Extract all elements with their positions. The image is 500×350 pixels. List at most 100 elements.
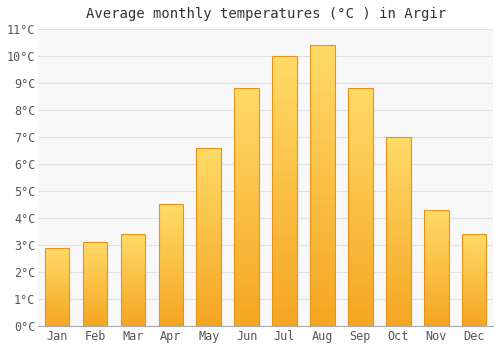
Bar [45, 250, 70, 253]
Bar [348, 191, 372, 199]
Bar [424, 222, 448, 225]
Bar [462, 274, 486, 277]
Bar [120, 274, 146, 277]
Bar [424, 260, 448, 264]
Bar [196, 272, 221, 278]
Bar [310, 242, 335, 251]
Bar [348, 278, 372, 286]
Bar [45, 248, 70, 250]
Bar [386, 288, 410, 294]
Bar [272, 56, 297, 65]
Bar [120, 246, 146, 250]
Bar [83, 248, 108, 251]
Bar [45, 256, 70, 258]
Bar [45, 266, 70, 268]
Bar [462, 314, 486, 317]
Bar [386, 168, 410, 175]
Bar [120, 320, 146, 323]
Bar [462, 286, 486, 289]
Bar [83, 306, 108, 309]
Bar [348, 271, 372, 278]
Bar [424, 279, 448, 284]
Bar [158, 217, 183, 220]
Bar [462, 259, 486, 262]
Bar [120, 252, 146, 256]
Bar [45, 315, 70, 318]
Bar [45, 302, 70, 305]
Bar [45, 308, 70, 310]
Bar [45, 300, 70, 302]
Bar [386, 238, 410, 244]
Bar [120, 259, 146, 262]
Bar [386, 301, 410, 307]
Bar [158, 314, 183, 318]
Bar [158, 298, 183, 302]
Bar [348, 120, 372, 128]
Bar [83, 320, 108, 323]
Bar [462, 237, 486, 240]
Bar [310, 139, 335, 148]
Bar [196, 207, 221, 213]
Bar [424, 214, 448, 218]
Bar [424, 233, 448, 237]
Bar [424, 229, 448, 233]
Bar [83, 279, 108, 281]
Bar [272, 200, 297, 209]
Bar [234, 168, 259, 175]
Bar [158, 306, 183, 310]
Bar [196, 148, 221, 154]
Bar [45, 310, 70, 313]
Bar [424, 272, 448, 275]
Bar [196, 160, 221, 166]
Bar [424, 237, 448, 241]
Bar [310, 120, 335, 130]
Bar [234, 136, 259, 144]
Bar [196, 290, 221, 296]
Bar [196, 255, 221, 261]
Bar [83, 256, 108, 259]
Bar [45, 248, 70, 326]
Bar [196, 243, 221, 249]
Bar [386, 231, 410, 238]
Bar [158, 253, 183, 257]
Bar [310, 251, 335, 260]
Bar [120, 256, 146, 259]
Bar [83, 284, 108, 287]
Bar [310, 298, 335, 307]
Bar [234, 215, 259, 223]
Bar [348, 168, 372, 175]
Bar [158, 285, 183, 289]
Bar [120, 265, 146, 268]
Bar [462, 298, 486, 301]
Bar [310, 316, 335, 326]
Bar [196, 320, 221, 326]
Bar [272, 254, 297, 263]
Bar [158, 220, 183, 225]
Bar [234, 231, 259, 239]
Bar [120, 308, 146, 310]
Bar [272, 290, 297, 299]
Bar [348, 199, 372, 207]
Bar [234, 89, 259, 96]
Bar [348, 89, 372, 96]
Bar [424, 303, 448, 307]
Bar [462, 246, 486, 250]
Bar [462, 262, 486, 265]
Bar [310, 111, 335, 120]
Bar [386, 250, 410, 257]
Bar [348, 294, 372, 302]
Bar [83, 259, 108, 262]
Bar [348, 96, 372, 104]
Bar [272, 281, 297, 290]
Bar [196, 302, 221, 308]
Bar [272, 191, 297, 200]
Bar [158, 209, 183, 212]
Bar [462, 304, 486, 308]
Bar [158, 294, 183, 298]
Bar [310, 270, 335, 279]
Bar [120, 295, 146, 298]
Bar [462, 240, 486, 243]
Bar [386, 275, 410, 282]
Bar [386, 263, 410, 269]
Bar [462, 271, 486, 274]
